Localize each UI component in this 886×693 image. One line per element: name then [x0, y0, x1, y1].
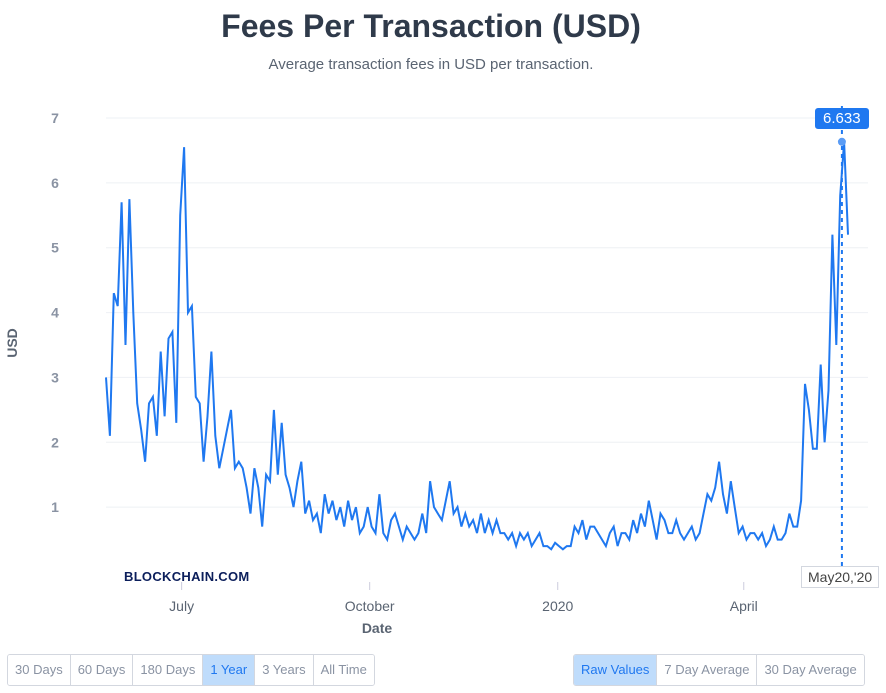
chart-area[interactable]: 1 2 3 4 5 6 7 July October 2020 April USD Date [0, 0, 886, 650]
x-tick-label: 2020 [542, 598, 573, 614]
y-tick-label: 6 [51, 175, 59, 191]
range-all-time-button[interactable]: All Time [313, 655, 374, 685]
x-axis-label: Date [362, 620, 393, 636]
x-tick-label: October [345, 598, 395, 614]
range-30-days-button[interactable]: 30 Days [8, 655, 71, 685]
y-tick-label: 1 [51, 499, 59, 515]
y-tick-label: 2 [51, 434, 59, 450]
value-tooltip: 6.633 [815, 108, 869, 129]
range-3-years-button[interactable]: 3 Years [255, 655, 314, 685]
chart-subtitle: Average transaction fees in USD per tran… [268, 56, 594, 73]
range-180-days-button[interactable]: 180 Days [133, 655, 204, 685]
30-day-average-button[interactable]: 30 Day Average [757, 655, 864, 685]
y-tick-label: 7 [51, 110, 59, 126]
average-selector: Raw Values 7 Day Average 30 Day Average [573, 654, 865, 686]
series-line [105, 141, 849, 551]
date-tooltip: May20,'20 [801, 566, 880, 588]
range-60-days-button[interactable]: 60 Days [70, 655, 134, 685]
7-day-average-button[interactable]: 7 Day Average [657, 655, 758, 685]
raw-values-button[interactable]: Raw Values [574, 655, 658, 685]
x-tick-label: July [169, 598, 194, 614]
y-tick-label: 5 [51, 240, 59, 256]
y-tick-label: 4 [51, 305, 59, 321]
blockchain-logo: BLOCKCHAIN.COM [124, 569, 250, 584]
time-range-selector: 30 Days 60 Days 180 Days 1 Year 3 Years … [7, 654, 375, 686]
y-axis-label: USD [4, 328, 20, 358]
highlight-point [837, 137, 846, 146]
range-1-year-button[interactable]: 1 Year [203, 655, 256, 685]
x-tick-label: April [730, 598, 758, 614]
chart-title: Fees Per Transaction (USD) [221, 8, 641, 44]
y-tick-label: 3 [51, 369, 59, 385]
